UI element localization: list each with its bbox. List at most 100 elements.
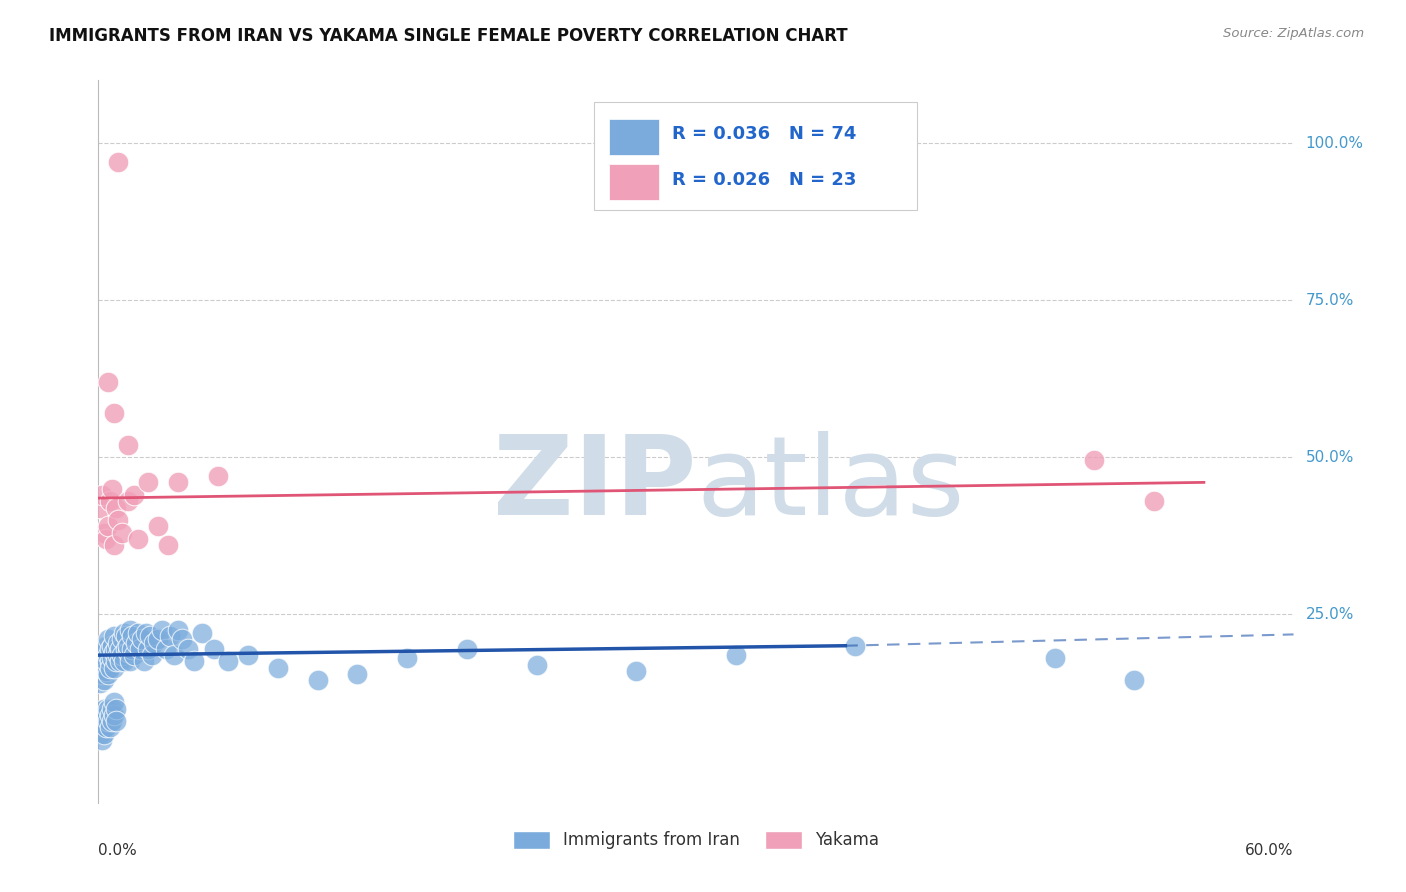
Point: [105, 500, 128, 515]
FancyBboxPatch shape: [595, 102, 917, 211]
Point: [167, 623, 190, 637]
Point: [97, 519, 120, 533]
Point: [97, 667, 120, 681]
Point: [346, 667, 368, 681]
Point: [157, 538, 180, 552]
Point: [236, 648, 259, 662]
Point: [98, 494, 122, 508]
Point: [107, 635, 129, 649]
Point: [105, 641, 128, 656]
Point: [105, 701, 128, 715]
Point: [124, 488, 146, 502]
Point: [183, 655, 205, 669]
Point: [159, 629, 181, 643]
Point: [101, 714, 124, 728]
Point: [139, 629, 162, 643]
Point: [456, 641, 478, 656]
Point: [89, 714, 111, 728]
Point: [217, 655, 239, 669]
Point: [96, 655, 118, 669]
Point: [107, 648, 129, 662]
Point: [105, 714, 128, 728]
Point: [117, 639, 139, 653]
Point: [1123, 673, 1146, 688]
Point: [97, 632, 120, 647]
Point: [110, 641, 132, 656]
Point: [110, 655, 132, 669]
Text: 50.0%: 50.0%: [1306, 450, 1354, 465]
Point: [202, 641, 225, 656]
Point: [1043, 651, 1066, 665]
Point: [120, 655, 142, 669]
Point: [111, 525, 134, 540]
Point: [107, 513, 129, 527]
Point: [121, 629, 143, 643]
Point: [141, 648, 163, 662]
Point: [526, 657, 548, 672]
Point: [124, 648, 146, 662]
Point: [191, 626, 214, 640]
Point: [89, 661, 111, 675]
Point: [117, 645, 139, 659]
Text: IMMIGRANTS FROM IRAN VS YAKAMA SINGLE FEMALE POVERTY CORRELATION CHART: IMMIGRANTS FROM IRAN VS YAKAMA SINGLE FE…: [49, 27, 848, 45]
Point: [115, 629, 138, 643]
Point: [115, 641, 138, 656]
Point: [125, 635, 148, 649]
Point: [136, 641, 159, 656]
Point: [101, 639, 124, 653]
Point: [155, 641, 177, 656]
Point: [103, 406, 125, 420]
Point: [1083, 453, 1105, 467]
Legend: Immigrants from Iran, Yakama: Immigrants from Iran, Yakama: [506, 824, 886, 856]
Point: [136, 475, 159, 490]
Point: [97, 375, 120, 389]
Point: [96, 720, 118, 734]
Point: [98, 641, 122, 656]
Point: [103, 707, 125, 722]
Point: [307, 673, 329, 688]
Point: [91, 651, 114, 665]
Point: [97, 714, 120, 728]
Point: [89, 727, 111, 741]
Point: [103, 629, 125, 643]
Point: [127, 532, 149, 546]
Point: [844, 639, 866, 653]
Point: [101, 482, 124, 496]
Text: 75.0%: 75.0%: [1306, 293, 1354, 308]
Point: [98, 720, 122, 734]
Point: [93, 727, 115, 741]
Point: [91, 720, 114, 734]
Point: [96, 639, 118, 653]
Point: [626, 664, 648, 678]
Point: [96, 532, 118, 546]
Point: [120, 623, 142, 637]
Text: ZIP: ZIP: [492, 432, 696, 539]
Point: [396, 651, 419, 665]
Point: [267, 661, 290, 675]
Point: [101, 651, 124, 665]
Text: 0.0%: 0.0%: [98, 843, 138, 857]
Point: [97, 701, 120, 715]
Bar: [609, 119, 659, 154]
Point: [103, 645, 125, 659]
Point: [143, 635, 166, 649]
Point: [148, 519, 170, 533]
Point: [98, 661, 122, 675]
Point: [93, 714, 115, 728]
Point: [89, 500, 111, 515]
Point: [167, 475, 190, 490]
Point: [91, 488, 114, 502]
Point: [121, 641, 143, 656]
Point: [111, 648, 134, 662]
Text: R = 0.026   N = 23: R = 0.026 N = 23: [672, 171, 856, 189]
Point: [1143, 494, 1166, 508]
Point: [172, 632, 194, 647]
Point: [117, 438, 139, 452]
Point: [148, 632, 170, 647]
Point: [103, 661, 125, 675]
Point: [107, 155, 129, 169]
Text: Source: ZipAtlas.com: Source: ZipAtlas.com: [1223, 27, 1364, 40]
Point: [135, 626, 157, 640]
Point: [93, 701, 115, 715]
Point: [98, 655, 122, 669]
